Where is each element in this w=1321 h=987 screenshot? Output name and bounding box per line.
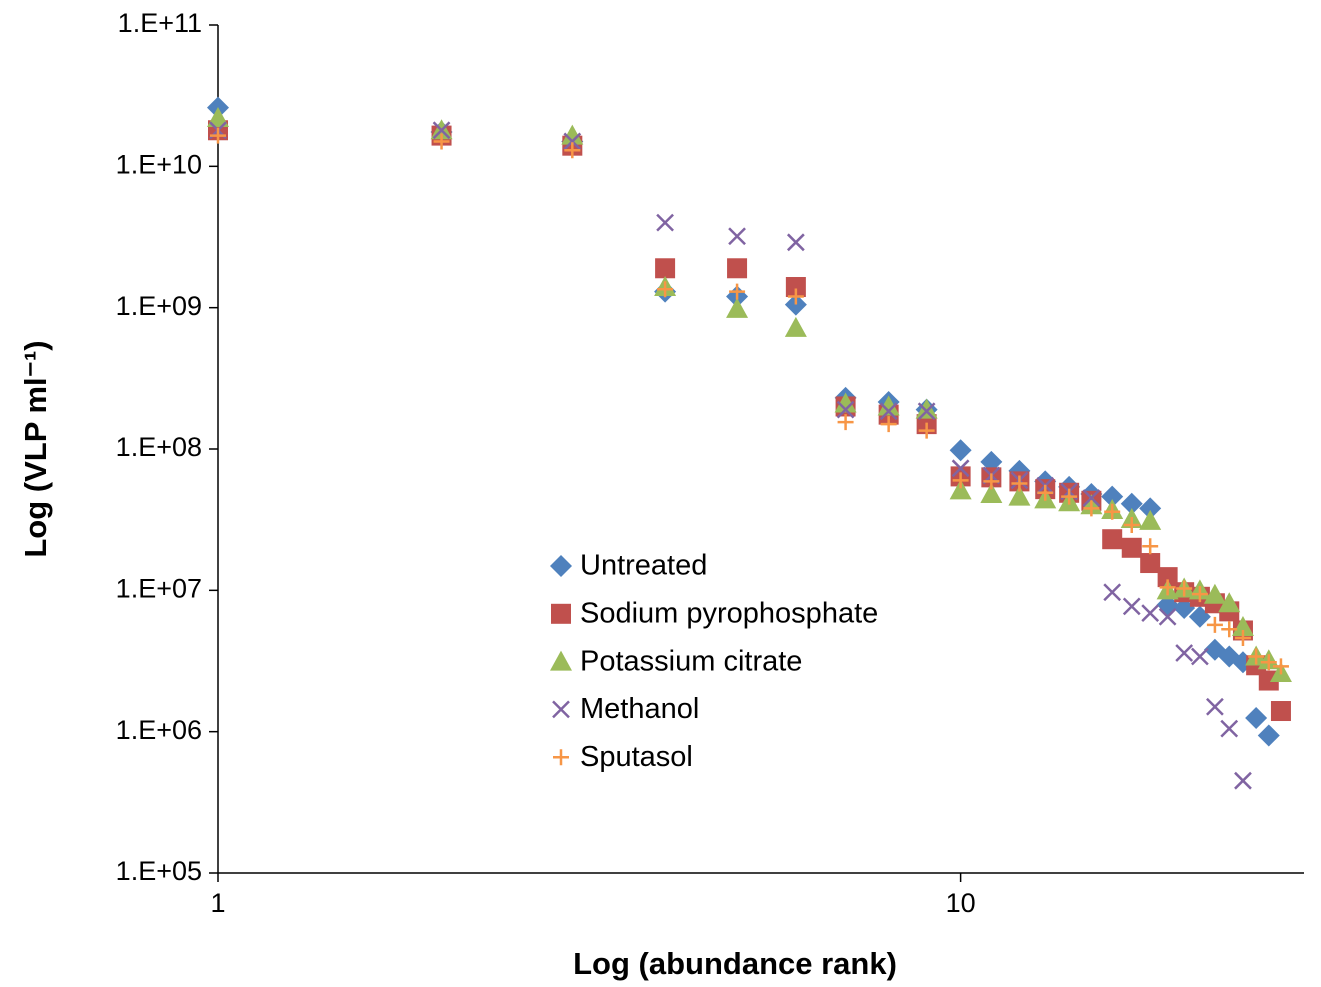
point: [1142, 538, 1159, 555]
point: [561, 124, 584, 145]
point: [1221, 621, 1238, 638]
legend-marker: [550, 650, 572, 671]
point: [784, 293, 807, 316]
point: [1083, 500, 1100, 517]
legend-marker: [550, 555, 572, 577]
legend-label: Sputasol: [580, 741, 693, 773]
point: [207, 106, 229, 127]
y-tick-label: 1.E+08: [116, 432, 202, 462]
point: [917, 402, 936, 421]
point: [1260, 654, 1277, 671]
point: [1037, 484, 1054, 501]
legend-marker: [552, 700, 570, 719]
y-tick-label: 1.E+05: [116, 856, 202, 886]
point: [880, 416, 897, 433]
point: [1082, 489, 1101, 507]
point: [1203, 583, 1226, 604]
x-tick-label: 10: [946, 888, 976, 918]
point: [1122, 597, 1141, 616]
point: [1218, 592, 1241, 613]
point: [879, 402, 898, 421]
legend-marker: [553, 749, 569, 766]
y-axis-title: Log (VLP ml⁻¹): [18, 340, 53, 557]
point: [787, 288, 804, 305]
point: [949, 479, 972, 500]
point: [1123, 516, 1140, 533]
point: [657, 281, 674, 298]
point: [729, 283, 746, 300]
point: [1102, 529, 1123, 550]
y-tick-label: 1.E+10: [116, 149, 202, 179]
point: [1103, 583, 1122, 602]
point: [1191, 586, 1208, 603]
point: [834, 392, 857, 413]
point: [1231, 616, 1254, 637]
point: [1139, 509, 1162, 530]
point: [563, 132, 582, 151]
point: [727, 258, 748, 279]
point: [1257, 724, 1280, 747]
legend-label: Sodium pyrophosphate: [580, 597, 878, 629]
point: [1270, 701, 1291, 722]
point: [786, 233, 805, 252]
point: [1139, 497, 1162, 520]
point: [726, 297, 749, 318]
point: [915, 398, 938, 419]
point: [1234, 629, 1251, 646]
point: [210, 127, 226, 144]
legend-label: Potassium citrate: [580, 645, 802, 677]
point: [1245, 706, 1268, 729]
point: [1206, 697, 1224, 716]
point: [952, 472, 969, 489]
point: [983, 473, 1000, 490]
point: [918, 422, 935, 439]
point: [1140, 553, 1161, 574]
point: [433, 133, 450, 150]
point: [1061, 488, 1078, 505]
legend-label: Untreated: [580, 550, 707, 582]
point: [1141, 604, 1160, 622]
x-axis-title: Log (abundance rank): [573, 946, 897, 981]
y-tick-label: 1.E+09: [116, 291, 202, 321]
legend-marker: [551, 603, 571, 624]
point: [836, 400, 855, 419]
point: [1011, 475, 1028, 492]
point: [1159, 579, 1176, 596]
point: [1191, 647, 1209, 666]
point: [656, 213, 674, 232]
point: [1008, 485, 1031, 506]
legend-label: Methanol: [580, 693, 699, 725]
point: [980, 483, 1003, 504]
point: [655, 258, 676, 279]
point: [951, 459, 970, 478]
point: [784, 316, 807, 337]
y-tick-label: 1.E+07: [116, 573, 202, 603]
y-tick-label: 1.E+06: [116, 715, 202, 745]
point: [1175, 644, 1194, 662]
point: [1121, 537, 1142, 558]
point: [1101, 485, 1124, 508]
point: [432, 121, 451, 140]
point: [837, 414, 854, 431]
point: [785, 277, 806, 298]
point: [564, 142, 581, 159]
point: [1234, 771, 1252, 790]
point: [728, 227, 746, 246]
point: [1220, 719, 1239, 738]
point: [1120, 492, 1143, 515]
point: [1248, 648, 1265, 665]
point: [1158, 607, 1177, 626]
y-tick-label: 1.E+11: [118, 8, 202, 38]
x-tick-label: 1: [210, 888, 225, 918]
point: [1173, 596, 1196, 619]
point: [1157, 567, 1178, 588]
point: [1272, 658, 1289, 675]
point: [1104, 503, 1121, 520]
point: [1176, 580, 1193, 597]
point: [949, 439, 972, 462]
point: [1206, 616, 1223, 633]
point: [877, 395, 900, 416]
